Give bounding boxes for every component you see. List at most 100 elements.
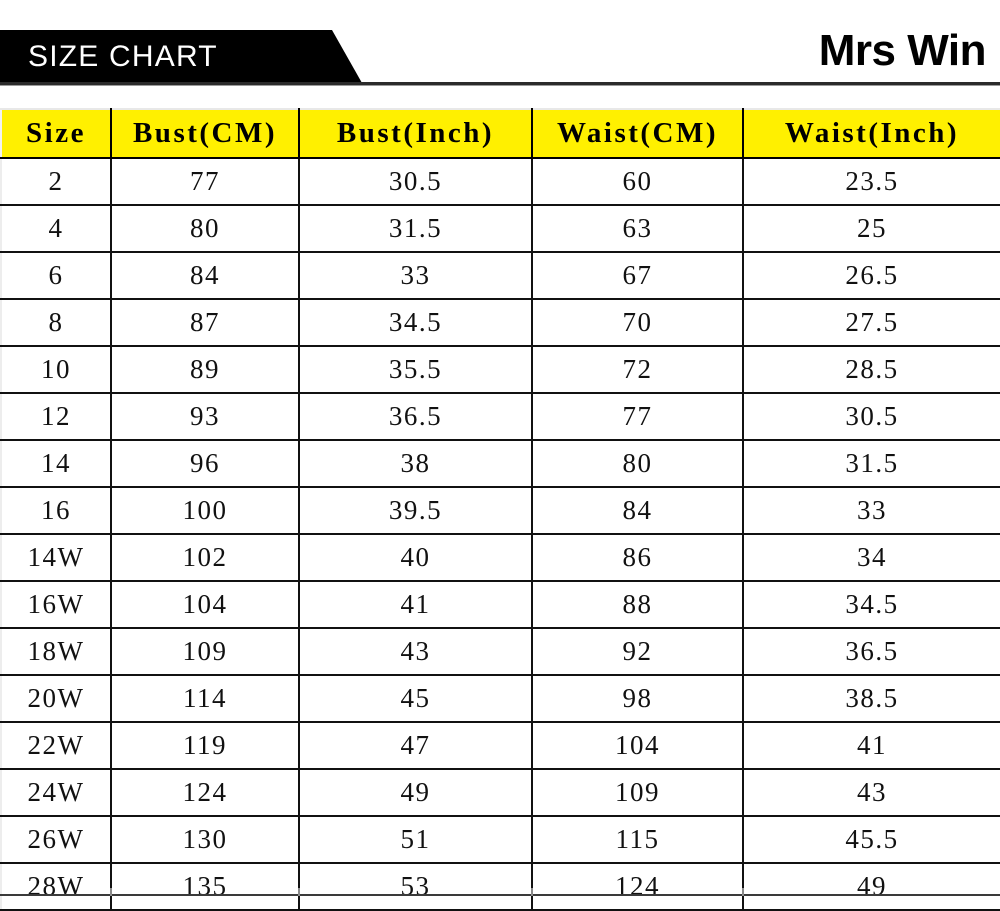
table-row: 28W 135 53 124 49 — [0, 863, 1000, 911]
cell-size: 6 — [0, 252, 112, 300]
cell-bust-inch: 49 — [299, 769, 533, 817]
cutoff-row-line — [0, 894, 1000, 896]
cutoff-col-divider — [742, 888, 744, 896]
page-title: SIZE CHART — [28, 39, 218, 73]
cutoff-row-sliver — [0, 888, 1000, 896]
cell-waist-inch: 41 — [743, 722, 1000, 770]
size-chart-table-wrapper: Size Bust(CM) Bust(Inch) Waist(CM) Waist… — [0, 108, 1000, 911]
column-header-waist-cm: Waist(CM) — [532, 108, 744, 159]
cell-waist-inch: 49 — [743, 863, 1000, 911]
cell-size: 28W — [0, 863, 112, 911]
table-row: 26W 130 51 115 45.5 — [0, 816, 1000, 864]
cell-waist-cm: 115 — [532, 816, 744, 864]
cell-size: 22W — [0, 722, 112, 770]
cell-waist-cm: 63 — [532, 205, 744, 253]
cell-bust-inch: 33 — [299, 252, 533, 300]
table-row: 14 96 38 80 31.5 — [0, 440, 1000, 488]
table-row: 16W 104 41 88 34.5 — [0, 581, 1000, 629]
cell-waist-inch: 36.5 — [743, 628, 1000, 676]
cell-bust-inch: 47 — [299, 722, 533, 770]
cell-size: 16W — [0, 581, 112, 629]
cell-waist-inch: 34.5 — [743, 581, 1000, 629]
cell-bust-inch: 45 — [299, 675, 533, 723]
cell-bust-inch: 39.5 — [299, 487, 533, 535]
cell-bust-cm: 87 — [111, 299, 300, 347]
table-row: 12 93 36.5 77 30.5 — [0, 393, 1000, 441]
table-row: 2 77 30.5 60 23.5 — [0, 158, 1000, 206]
cell-waist-cm: 109 — [532, 769, 744, 817]
cell-size: 14 — [0, 440, 112, 488]
cell-size: 14W — [0, 534, 112, 582]
cell-size: 20W — [0, 675, 112, 723]
cell-waist-inch: 43 — [743, 769, 1000, 817]
table-row: 16 100 39.5 84 33 — [0, 487, 1000, 535]
cell-waist-inch: 30.5 — [743, 393, 1000, 441]
cell-bust-inch: 35.5 — [299, 346, 533, 394]
cell-waist-cm: 72 — [532, 346, 744, 394]
cell-waist-inch: 28.5 — [743, 346, 1000, 394]
cell-bust-cm: 80 — [111, 205, 300, 253]
cell-size: 12 — [0, 393, 112, 441]
cell-waist-inch: 38.5 — [743, 675, 1000, 723]
table-row: 10 89 35.5 72 28.5 — [0, 346, 1000, 394]
cell-size: 26W — [0, 816, 112, 864]
cell-bust-cm: 100 — [111, 487, 300, 535]
cell-bust-inch: 34.5 — [299, 299, 533, 347]
cell-waist-cm: 86 — [532, 534, 744, 582]
table-row: 4 80 31.5 63 25 — [0, 205, 1000, 253]
cell-waist-cm: 124 — [532, 863, 744, 911]
cell-bust-cm: 84 — [111, 252, 300, 300]
column-header-waist-inch: Waist(Inch) — [743, 108, 1000, 159]
cell-size: 8 — [0, 299, 112, 347]
cell-bust-inch: 53 — [299, 863, 533, 911]
cell-size: 18W — [0, 628, 112, 676]
cell-waist-cm: 67 — [532, 252, 744, 300]
cell-bust-inch: 40 — [299, 534, 533, 582]
table-row: 14W 102 40 86 34 — [0, 534, 1000, 582]
cell-size: 2 — [0, 158, 112, 206]
cell-bust-cm: 96 — [111, 440, 300, 488]
cell-bust-cm: 114 — [111, 675, 300, 723]
cell-waist-inch: 23.5 — [743, 158, 1000, 206]
cell-bust-cm: 124 — [111, 769, 300, 817]
cell-waist-cm: 80 — [532, 440, 744, 488]
page-header: SIZE CHART Mrs Win — [0, 0, 1000, 108]
cutoff-col-divider — [298, 888, 300, 896]
size-chart-banner: SIZE CHART — [0, 30, 362, 83]
table-header: Size Bust(CM) Bust(Inch) Waist(CM) Waist… — [0, 108, 1000, 159]
header-divider — [0, 82, 1000, 86]
cell-waist-cm: 70 — [532, 299, 744, 347]
cell-waist-inch: 27.5 — [743, 299, 1000, 347]
cell-bust-cm: 135 — [111, 863, 300, 911]
brand-logo: Mrs Win — [818, 26, 987, 75]
cell-waist-cm: 77 — [532, 393, 744, 441]
cell-bust-cm: 102 — [111, 534, 300, 582]
table-row: 20W 114 45 98 38.5 — [0, 675, 1000, 723]
cell-waist-cm: 98 — [532, 675, 744, 723]
cell-bust-cm: 130 — [111, 816, 300, 864]
cutoff-col-divider — [531, 888, 533, 896]
table-row: 8 87 34.5 70 27.5 — [0, 299, 1000, 347]
cell-waist-cm: 88 — [532, 581, 744, 629]
table-row: 22W 119 47 104 41 — [0, 722, 1000, 770]
table-row: 24W 124 49 109 43 — [0, 769, 1000, 817]
cell-bust-cm: 89 — [111, 346, 300, 394]
cell-waist-cm: 84 — [532, 487, 744, 535]
cell-bust-inch: 30.5 — [299, 158, 533, 206]
cell-bust-cm: 109 — [111, 628, 300, 676]
cell-bust-inch: 43 — [299, 628, 533, 676]
cell-size: 24W — [0, 769, 112, 817]
column-header-bust-cm: Bust(CM) — [111, 108, 300, 159]
cell-waist-inch: 33 — [743, 487, 1000, 535]
column-header-bust-inch: Bust(Inch) — [299, 108, 533, 159]
cell-bust-cm: 119 — [111, 722, 300, 770]
cutoff-col-divider — [110, 888, 112, 896]
cell-bust-inch: 36.5 — [299, 393, 533, 441]
cell-bust-inch: 51 — [299, 816, 533, 864]
cell-waist-inch: 45.5 — [743, 816, 1000, 864]
cell-bust-inch: 41 — [299, 581, 533, 629]
cell-waist-cm: 104 — [532, 722, 744, 770]
cell-bust-cm: 104 — [111, 581, 300, 629]
cell-waist-inch: 31.5 — [743, 440, 1000, 488]
